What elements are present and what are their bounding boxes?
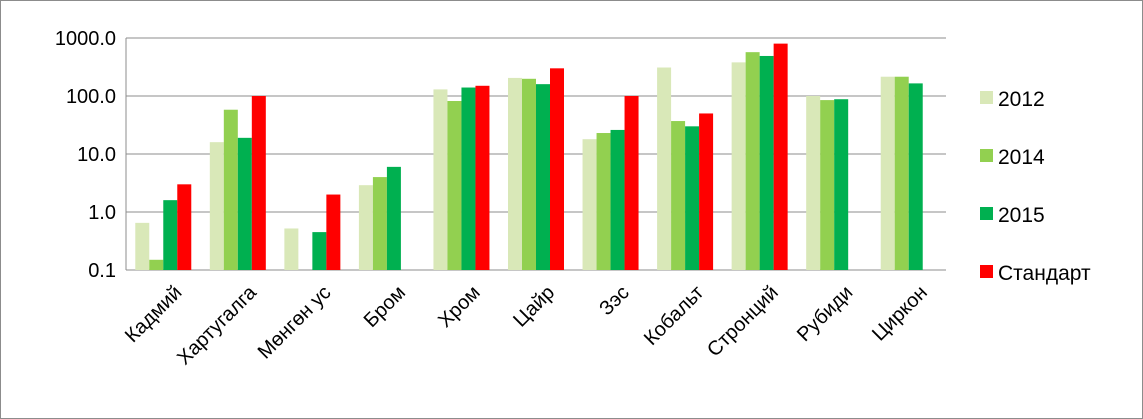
legend: 2012 2014 2015 Стандарт (980, 88, 1091, 285)
bar-2012-10 (880, 76, 895, 270)
x-category-label: Хром (434, 282, 484, 332)
bar-2012-5 (508, 77, 522, 270)
bar-2014-1 (223, 109, 238, 270)
bar-Стандарт-0 (177, 184, 192, 270)
bar-2015-8 (759, 55, 774, 270)
y-tick-label: 10.0 (77, 144, 116, 166)
x-category-label: Зэс (595, 282, 633, 320)
bar-2015-5 (536, 84, 550, 270)
legend-label: 2015 (998, 204, 1045, 227)
bar-2014-5 (522, 78, 536, 270)
bar-Стандарт-5 (550, 68, 564, 270)
bar-2012-1 (209, 142, 224, 270)
bar-2014-9 (820, 100, 835, 270)
bar-2012-7 (657, 67, 672, 270)
x-category-label: Циркон (868, 282, 932, 346)
x-category-label: Кобальт (640, 282, 708, 350)
bar-2015-6 (610, 129, 625, 270)
bar-2012-0 (135, 222, 150, 270)
bar-2015-9 (834, 99, 849, 270)
legend-label: 2014 (998, 146, 1045, 169)
bar-Стандарт-7 (699, 113, 714, 270)
bar-2014-7 (671, 121, 686, 270)
bar-2015-0 (163, 200, 178, 270)
bar-2014-8 (745, 52, 760, 271)
y-tick-label: 1.0 (88, 202, 116, 224)
y-tick-labels: 0.1 1.0 10.0 100.0 1000.0 (55, 28, 116, 282)
bar-Стандарт-6 (624, 96, 639, 270)
bar-2012-6 (582, 139, 597, 270)
bar-2014-6 (596, 133, 611, 270)
bar-2012-9 (806, 96, 821, 270)
legend-swatch (980, 207, 993, 220)
bar-Стандарт-2 (326, 194, 341, 270)
x-category-label: Мөнгөн ус (254, 282, 336, 364)
bar-Стандарт-4 (475, 85, 490, 270)
bar-2015-7 (685, 126, 700, 270)
bar-Стандарт-1 (251, 96, 266, 270)
bar-2012-8 (731, 62, 746, 270)
bar-2014-4 (447, 100, 462, 270)
bar-2014-0 (149, 259, 164, 270)
bar-2015-1 (237, 137, 252, 270)
y-tick-label: 1000.0 (55, 28, 116, 50)
y-tick-label: 100.0 (66, 86, 116, 108)
x-category-label: Цайр (509, 282, 559, 332)
bar-2014-3 (372, 177, 387, 270)
legend-label: 2012 (998, 88, 1045, 111)
bar-2012-3 (358, 185, 373, 270)
x-category-label: Стронций (703, 282, 783, 362)
legend-swatch (980, 149, 993, 162)
bar-2012-4 (433, 89, 448, 270)
bars (135, 43, 923, 271)
x-category-label: Бром (360, 282, 410, 332)
legend-swatch (980, 91, 993, 104)
y-tick-label: 0.1 (88, 260, 116, 282)
bar-2012-2 (284, 228, 299, 270)
bar-2015-2 (312, 232, 327, 270)
legend-swatch (980, 265, 993, 278)
x-category-label: Рубиди (793, 282, 857, 346)
bar-2015-10 (908, 83, 923, 271)
x-category-label: Хартугалга (173, 281, 261, 369)
bar-2014-10 (894, 76, 909, 270)
legend-label: Стандарт (998, 262, 1091, 285)
bar-2015-3 (386, 166, 401, 270)
bar-Стандарт-8 (773, 43, 788, 270)
bar-2015-4 (461, 87, 476, 271)
x-category-label: Кадмий (121, 282, 186, 347)
